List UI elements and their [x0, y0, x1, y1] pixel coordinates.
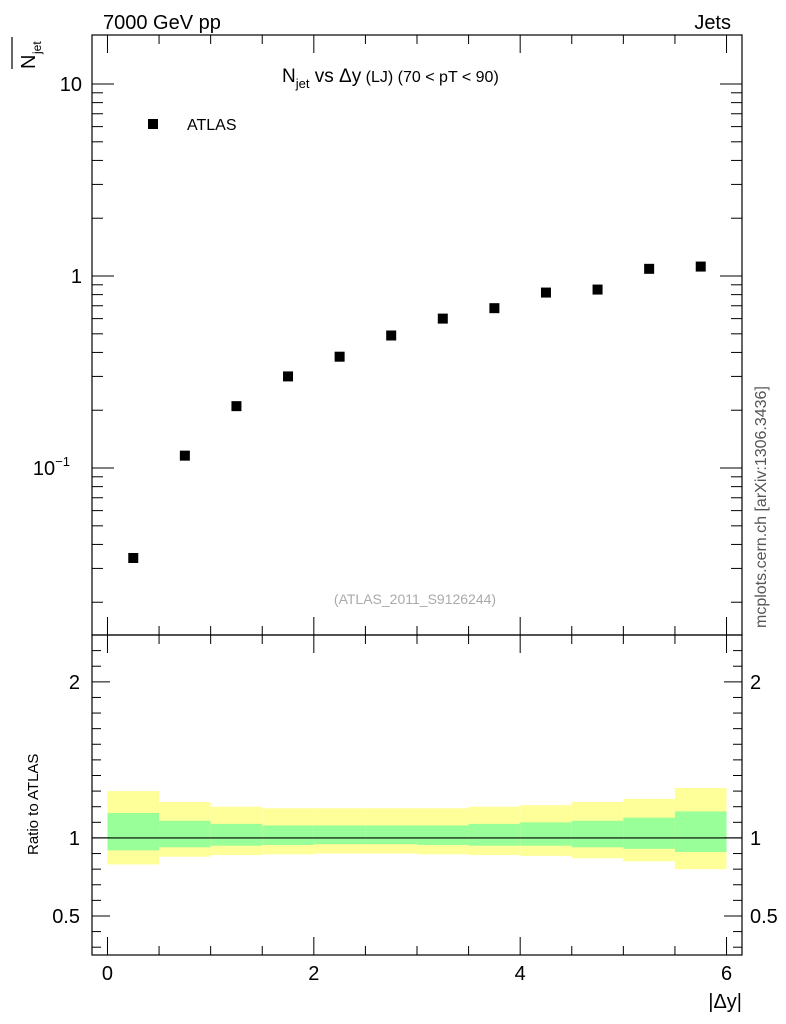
data-point — [283, 371, 294, 382]
data-point — [489, 303, 500, 314]
ratio-xtick-label: 4 — [515, 963, 526, 985]
ratio-ylabel: Ratio to ATLAS — [25, 754, 42, 855]
main-ylabel-main: N — [18, 55, 40, 69]
ratio-ytick-label-left: 2 — [69, 672, 80, 694]
ratio-xtick-label: 2 — [308, 963, 319, 985]
main-ytick-label: 10−1 — [33, 454, 70, 480]
main-ylabel-sub: jet — [30, 41, 44, 55]
main-ylabel: N jet — [11, 37, 44, 69]
ratio-xtick-label: 0 — [102, 963, 113, 985]
ratio-band-inner — [520, 822, 572, 846]
data-point — [231, 401, 242, 412]
data-point — [644, 263, 655, 274]
legend: ATLAS — [148, 117, 237, 134]
data-point — [695, 261, 706, 272]
ratio-band-inner — [365, 825, 417, 845]
main-ytick-exp: −1 — [55, 454, 70, 469]
ratio-band-inner — [313, 825, 366, 845]
ratio-xtick-label: 6 — [721, 963, 732, 985]
ratio-ticks: 0.5 0.5 1 1 2 2 0 2 4 6 — [52, 634, 778, 985]
ratio-band-inner — [262, 825, 314, 845]
legend-marker — [148, 119, 158, 129]
ratio-band-inner — [468, 823, 521, 846]
title-sub: jet — [295, 76, 310, 91]
ratio-ytick-label-right: 2 — [750, 672, 761, 694]
header-right: Jets — [694, 12, 731, 34]
title-var: Δy — [339, 66, 362, 87]
ratio-ytick-label-right: 1 — [750, 828, 761, 850]
main-ytick-label: 1 — [71, 266, 82, 288]
main-markers — [128, 261, 706, 563]
data-point — [179, 450, 190, 461]
main-title: Njet vs Δy (LJ) (70 < pT < 90) — [282, 66, 499, 91]
watermark: (ATLAS_2011_S9126244) — [334, 591, 496, 607]
ratio-ytick-label-left: 0.5 — [52, 906, 80, 928]
ratio-ytick-label-left: 1 — [69, 828, 80, 850]
ratio-ytick-label-right: 0.5 — [750, 906, 778, 928]
legend-label: ATLAS — [187, 117, 237, 134]
data-point — [540, 287, 551, 298]
title-main: N — [282, 66, 296, 87]
main-ytick-label: 10 — [60, 74, 82, 96]
ratio-band-inner — [159, 820, 211, 848]
ratio-band-inner — [674, 811, 727, 852]
header-left: 7000 GeV pp — [103, 12, 221, 34]
data-point — [128, 552, 139, 563]
title-vs: vs — [309, 66, 339, 87]
side-label: mcplots.cern.ch [arXiv:1306.3436] — [753, 386, 770, 628]
ratio-frame — [91, 634, 743, 956]
data-point — [437, 313, 448, 324]
title-extra: (LJ) (70 < pT < 90) — [361, 69, 499, 86]
x-axis-label: |Δy| — [708, 991, 742, 1013]
data-point — [334, 351, 345, 362]
ratio-band-inner — [571, 820, 624, 848]
main-ytick-base: 10 — [33, 458, 55, 480]
ratio-band-inner — [210, 823, 263, 846]
data-point — [592, 284, 603, 295]
ratio-band-inner — [107, 812, 160, 851]
data-point — [386, 330, 397, 341]
ratio-band-inner — [623, 817, 675, 849]
ratio-band-inner — [417, 825, 469, 845]
ratio-bands — [107, 787, 727, 870]
